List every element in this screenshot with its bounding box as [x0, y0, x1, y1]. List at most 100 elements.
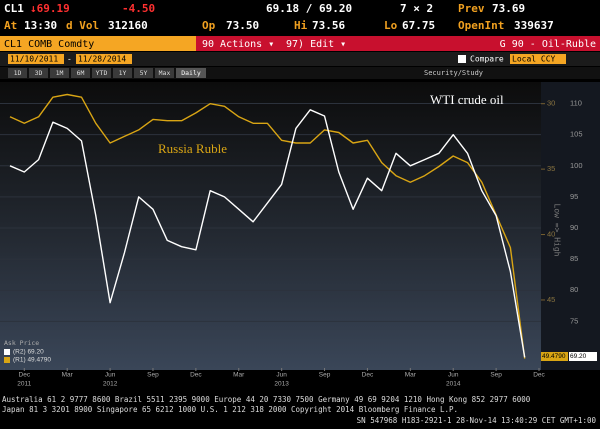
range-label[interactable]: Max: [159, 69, 171, 77]
axis-area: [541, 82, 600, 370]
hi-label: Hi: [294, 19, 308, 32]
range-button[interactable]: [92, 68, 111, 78]
range-button[interactable]: [113, 68, 132, 78]
currency-box[interactable]: [510, 54, 566, 64]
legend-swatch: [4, 349, 10, 355]
x-tick-label: Mar: [62, 372, 74, 379]
series-line: [9, 93, 526, 359]
y2-tick-label: 35: [547, 164, 555, 173]
at-label: At: [4, 19, 17, 32]
plot-area: [0, 82, 541, 370]
bid-ask: 69.18 / 69.20: [266, 2, 352, 15]
range-label[interactable]: YTD: [96, 69, 108, 77]
ticker: CL1: [4, 2, 24, 15]
range-label[interactable]: 1M: [56, 69, 64, 77]
end-label-box: [541, 352, 568, 361]
end-date-box[interactable]: [76, 54, 132, 64]
legend-item: (R2) 69.20: [13, 349, 44, 356]
range-label[interactable]: 5Y: [140, 69, 148, 77]
study-button[interactable]: Security/Study: [424, 69, 483, 77]
y-tick-label: 75: [570, 316, 578, 325]
period-label[interactable]: Daily: [181, 69, 201, 77]
start-date[interactable]: 11/10/2011: [10, 55, 58, 64]
op-label: Op: [202, 19, 216, 32]
x-year-label: 2013: [274, 381, 289, 388]
hi: 73.56: [312, 19, 345, 32]
vol-label: d Vol: [66, 19, 99, 32]
end-date[interactable]: 11/28/2014: [78, 55, 126, 64]
x-year-label: 2014: [446, 381, 461, 388]
security-box[interactable]: [0, 36, 196, 51]
x-tick-label: Jun: [276, 372, 287, 379]
oi-label: OpenInt: [458, 19, 504, 32]
op: 73.50: [226, 19, 259, 32]
series-line: [9, 109, 526, 358]
last-price: ↓69.19: [30, 2, 70, 15]
range-label[interactable]: 6M: [77, 69, 85, 77]
end-label-box: [569, 352, 597, 361]
series-annotation: Russia Ruble: [158, 141, 227, 156]
y-tick-label: 100: [570, 161, 583, 170]
period-button[interactable]: [176, 68, 206, 78]
edit-button[interactable]: 97) Edit ▾: [286, 39, 346, 50]
legend-item: (R1) 49.4790: [13, 357, 51, 364]
x-tick-label: Jun: [105, 372, 116, 379]
x-tick-label: Sep: [490, 372, 502, 379]
lo-label: Lo: [384, 19, 398, 32]
y-tick-label: 110: [570, 99, 582, 108]
y2-tick-label: 30: [547, 99, 555, 108]
currency[interactable]: Local CCY: [512, 55, 556, 64]
actions-button[interactable]: 90 Actions ▾: [202, 39, 274, 50]
range-button[interactable]: [50, 68, 69, 78]
y2-axis-label: Low => High: [553, 204, 562, 257]
end-label: 49.4790: [542, 353, 566, 360]
date-dash: -: [67, 55, 72, 64]
date-bar: [0, 52, 600, 66]
x-tick-label: Mar: [233, 372, 245, 379]
y2-tick-label: 45: [547, 295, 555, 304]
x-tick-label: Sep: [147, 372, 159, 379]
page-title: G 90 - Oil-Ruble: [500, 39, 596, 50]
range-label[interactable]: 3D: [35, 69, 43, 77]
x-tick-label: Jun: [448, 372, 459, 379]
y-tick-label: 105: [570, 130, 583, 139]
size: 7 × 2: [400, 2, 433, 15]
x-tick-label: Dec: [362, 372, 374, 379]
x-year-label: 2011: [17, 381, 31, 388]
oi: 339637: [514, 19, 554, 32]
range-label[interactable]: 1Y: [119, 69, 127, 77]
range-button[interactable]: [29, 68, 48, 78]
vol: 312160: [108, 19, 148, 32]
x-tick-label: Dec: [533, 372, 545, 379]
footer-line: Australia 61 2 9777 8600 Brazil 5511 239…: [2, 395, 531, 404]
prev: 73.69: [492, 2, 525, 15]
y-tick-label: 85: [570, 254, 578, 263]
y-tick-label: 80: [570, 285, 578, 294]
footer-line: SN 547968 H183-2921-1 28-Nov-14 13:40:29…: [357, 416, 597, 425]
x-tick-label: Dec: [19, 372, 31, 379]
x-tick-label: Mar: [405, 372, 417, 379]
security[interactable]: CL1 COMB Comdty: [4, 39, 94, 50]
y-tick-label: 95: [570, 192, 578, 201]
series-annotation: WTI crude oil: [430, 92, 504, 107]
lo: 67.75: [402, 19, 435, 32]
range-button[interactable]: [155, 68, 174, 78]
range-button[interactable]: [8, 68, 27, 78]
x-tick-label: Dec: [190, 372, 202, 379]
start-date-box[interactable]: [8, 54, 64, 64]
action-bar: [196, 36, 600, 51]
footer-line: Japan 81 3 3201 8900 Singapore 65 6212 1…: [2, 405, 458, 414]
time: 13:30: [24, 19, 57, 32]
range-label[interactable]: 1D: [14, 69, 22, 77]
legend-swatch: [4, 357, 10, 363]
x-year-label: 2012: [103, 381, 118, 388]
range-button[interactable]: [134, 68, 153, 78]
end-label: 69.20: [570, 353, 587, 360]
range-button[interactable]: [71, 68, 90, 78]
x-tick-label: Sep: [319, 372, 331, 379]
compare[interactable]: Compare: [470, 55, 504, 64]
y-tick-label: 90: [570, 223, 578, 232]
compare-checkbox[interactable]: [458, 55, 466, 63]
